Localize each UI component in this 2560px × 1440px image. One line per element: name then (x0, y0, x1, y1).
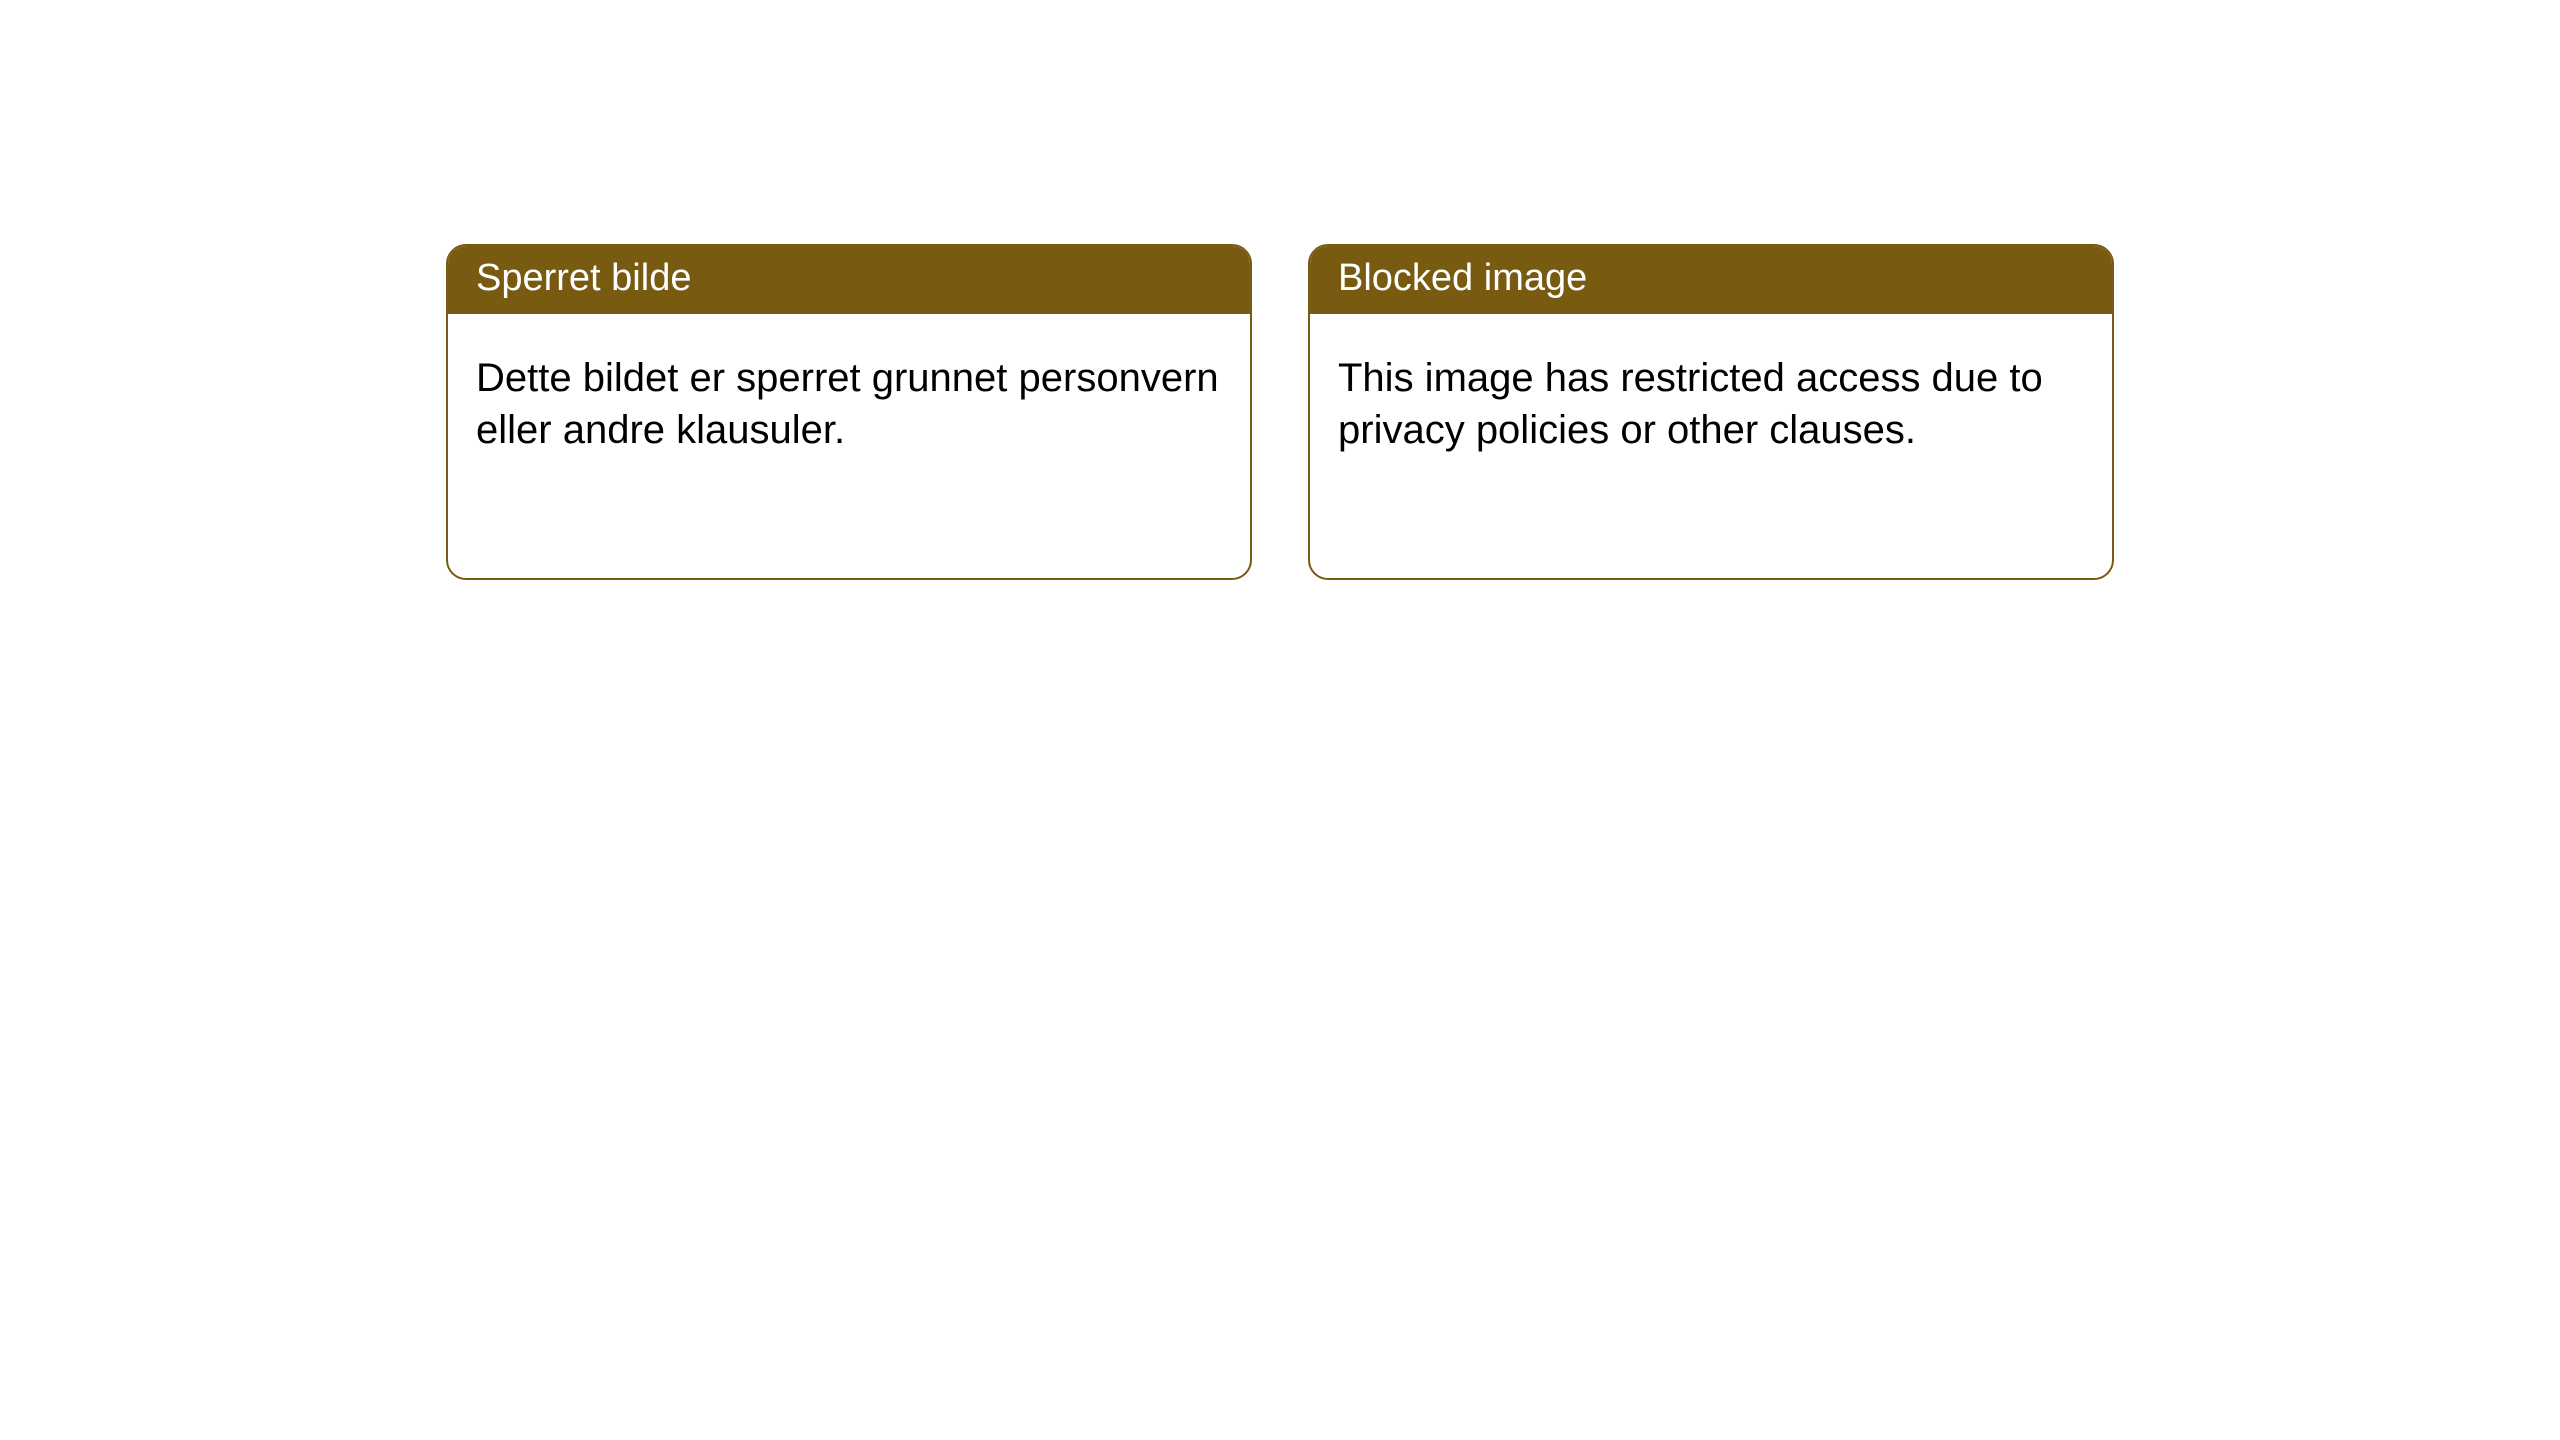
notice-card-english: Blocked image This image has restricted … (1308, 244, 2114, 580)
notice-container: Sperret bilde Dette bildet er sperret gr… (0, 0, 2560, 580)
notice-body-english: This image has restricted access due to … (1310, 314, 2112, 484)
notice-header-norwegian: Sperret bilde (448, 246, 1250, 314)
notice-card-norwegian: Sperret bilde Dette bildet er sperret gr… (446, 244, 1252, 580)
notice-body-norwegian: Dette bildet er sperret grunnet personve… (448, 314, 1250, 484)
notice-header-english: Blocked image (1310, 246, 2112, 314)
